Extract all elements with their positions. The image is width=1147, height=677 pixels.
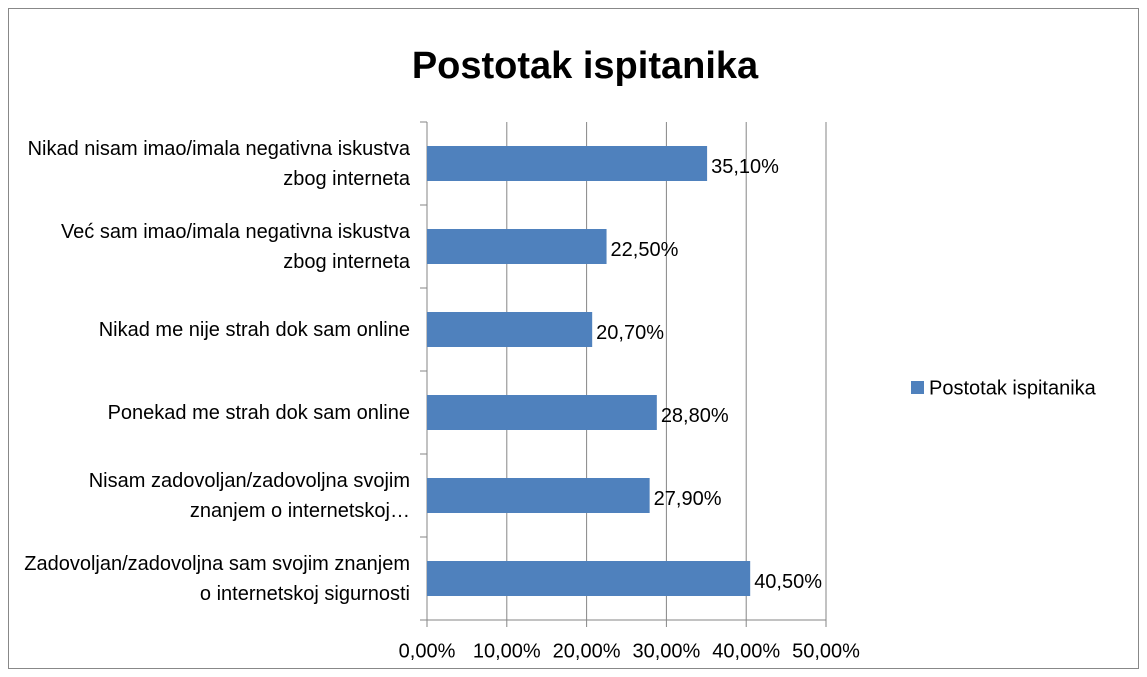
x-tick-label: 30,00% [632, 640, 700, 662]
y-tick-label: Nikad me nije strah dok sam online [98, 318, 410, 341]
x-tick-label: 10,00% [473, 640, 541, 662]
bar [427, 312, 593, 347]
data-label: 20,70% [596, 322, 664, 344]
x-tick-label: 40,00% [712, 640, 780, 662]
chart-title: Postotak ispitanika [412, 45, 759, 87]
y-tick-label: Zadovoljan/zadovoljna sam svojim znanjem… [24, 552, 410, 605]
x-tick-label: 50,00% [792, 640, 860, 662]
data-label: 22,50% [611, 239, 679, 261]
y-tick-label: Nikad nisam imao/imala negativna iskustv… [27, 137, 410, 190]
y-tick-label: Ponekad me strah dok sam online [107, 401, 410, 424]
y-tick-label: Nisam zadovoljan/zadovoljna svojim znanj… [88, 469, 410, 522]
legend-swatch [911, 381, 924, 394]
data-label: 27,90% [654, 488, 722, 510]
bar [427, 395, 657, 430]
data-label: 35,10% [711, 156, 779, 178]
x-tick-label: 20,00% [553, 640, 621, 662]
y-tick-label: Već sam imao/imala negativna iskustva zb… [60, 220, 410, 273]
legend-label: Postotak ispitanika [929, 377, 1097, 399]
bar [427, 229, 607, 264]
x-tick-label: 0,00% [399, 640, 456, 662]
data-label: 40,50% [754, 571, 822, 593]
data-label: 28,80% [661, 405, 729, 427]
bar [427, 561, 751, 596]
bar [427, 478, 650, 513]
bar [427, 146, 708, 181]
